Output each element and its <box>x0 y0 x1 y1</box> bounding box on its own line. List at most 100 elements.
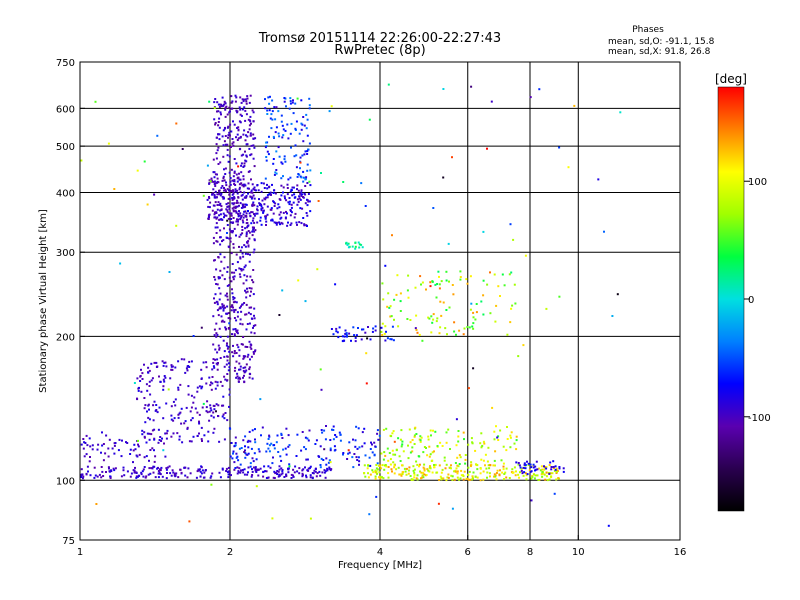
data-point <box>212 204 215 207</box>
data-point <box>270 127 273 130</box>
data-point <box>215 181 218 184</box>
data-point <box>509 434 512 437</box>
data-point <box>293 196 296 199</box>
x-tick-label: 4 <box>377 547 383 558</box>
data-point <box>527 464 530 466</box>
data-point <box>515 439 518 442</box>
data-point <box>233 202 236 205</box>
data-point <box>311 476 314 479</box>
data-point <box>230 230 233 233</box>
data-point <box>330 105 333 108</box>
data-point <box>96 475 99 478</box>
data-point <box>386 305 389 308</box>
data-point <box>573 104 576 107</box>
data-point <box>228 197 231 200</box>
data-point <box>458 329 461 332</box>
data-point <box>200 377 203 380</box>
data-point <box>354 439 357 442</box>
data-point <box>469 478 472 481</box>
data-point <box>409 441 412 444</box>
data-point <box>304 448 307 451</box>
data-point <box>232 301 235 304</box>
data-point <box>226 335 229 338</box>
data-point <box>247 210 249 212</box>
data-point <box>228 366 231 369</box>
data-point <box>281 469 284 471</box>
data-point <box>292 201 295 204</box>
data-point <box>482 230 485 233</box>
data-point <box>489 271 491 274</box>
data-point <box>441 445 444 447</box>
data-point <box>221 384 224 387</box>
data-point <box>277 470 280 473</box>
data-point <box>241 229 244 231</box>
data-point <box>558 295 561 298</box>
data-point <box>529 463 532 466</box>
data-point <box>266 150 269 153</box>
data-point <box>217 314 220 317</box>
data-point <box>91 444 94 447</box>
data-point <box>137 439 139 442</box>
data-point <box>440 478 443 481</box>
data-point <box>215 217 218 220</box>
data-point <box>247 240 250 243</box>
data-point <box>254 349 257 352</box>
data-point <box>230 146 232 148</box>
data-point <box>238 210 240 213</box>
data-point <box>180 471 183 474</box>
data-point <box>234 188 237 191</box>
data-point <box>143 466 146 468</box>
data-point <box>393 464 396 467</box>
data-point <box>237 212 239 215</box>
data-point <box>237 196 240 199</box>
data-point <box>365 382 368 385</box>
data-point <box>170 365 173 368</box>
data-point <box>289 214 292 217</box>
data-point <box>553 469 556 472</box>
data-point <box>438 479 441 481</box>
data-point <box>226 126 229 129</box>
data-point <box>418 465 420 468</box>
data-point <box>231 207 234 210</box>
data-point <box>216 204 219 206</box>
data-point <box>223 375 226 378</box>
data-point <box>249 440 252 443</box>
data-point <box>222 404 225 407</box>
data-point <box>200 472 203 475</box>
data-point <box>211 209 214 212</box>
data-point <box>248 128 251 131</box>
data-point <box>220 205 223 208</box>
data-point <box>234 467 237 469</box>
data-point <box>228 185 231 188</box>
data-point <box>386 337 389 340</box>
data-point <box>213 301 216 304</box>
data-point <box>236 329 239 332</box>
data-point <box>226 143 229 146</box>
data-point <box>203 471 206 474</box>
data-point <box>244 435 247 438</box>
data-point <box>558 146 561 149</box>
data-point <box>190 360 193 363</box>
data-point <box>233 171 236 174</box>
data-point <box>287 445 290 448</box>
data-point <box>265 141 268 144</box>
data-point <box>113 469 116 472</box>
data-point <box>202 402 205 405</box>
data-point <box>125 441 127 444</box>
data-point <box>538 467 541 470</box>
data-point <box>348 451 351 454</box>
data-point <box>143 456 146 459</box>
data-point <box>416 463 419 466</box>
data-point <box>239 96 242 99</box>
data-point <box>220 315 223 318</box>
data-point <box>141 433 144 436</box>
data-point <box>395 449 398 452</box>
data-point <box>261 199 264 202</box>
data-point <box>471 442 474 445</box>
data-point <box>552 466 555 468</box>
data-point <box>288 107 291 110</box>
data-point <box>328 110 331 113</box>
x-tick-label: 2 <box>227 547 233 558</box>
data-point <box>597 178 600 181</box>
data-point <box>243 468 246 471</box>
